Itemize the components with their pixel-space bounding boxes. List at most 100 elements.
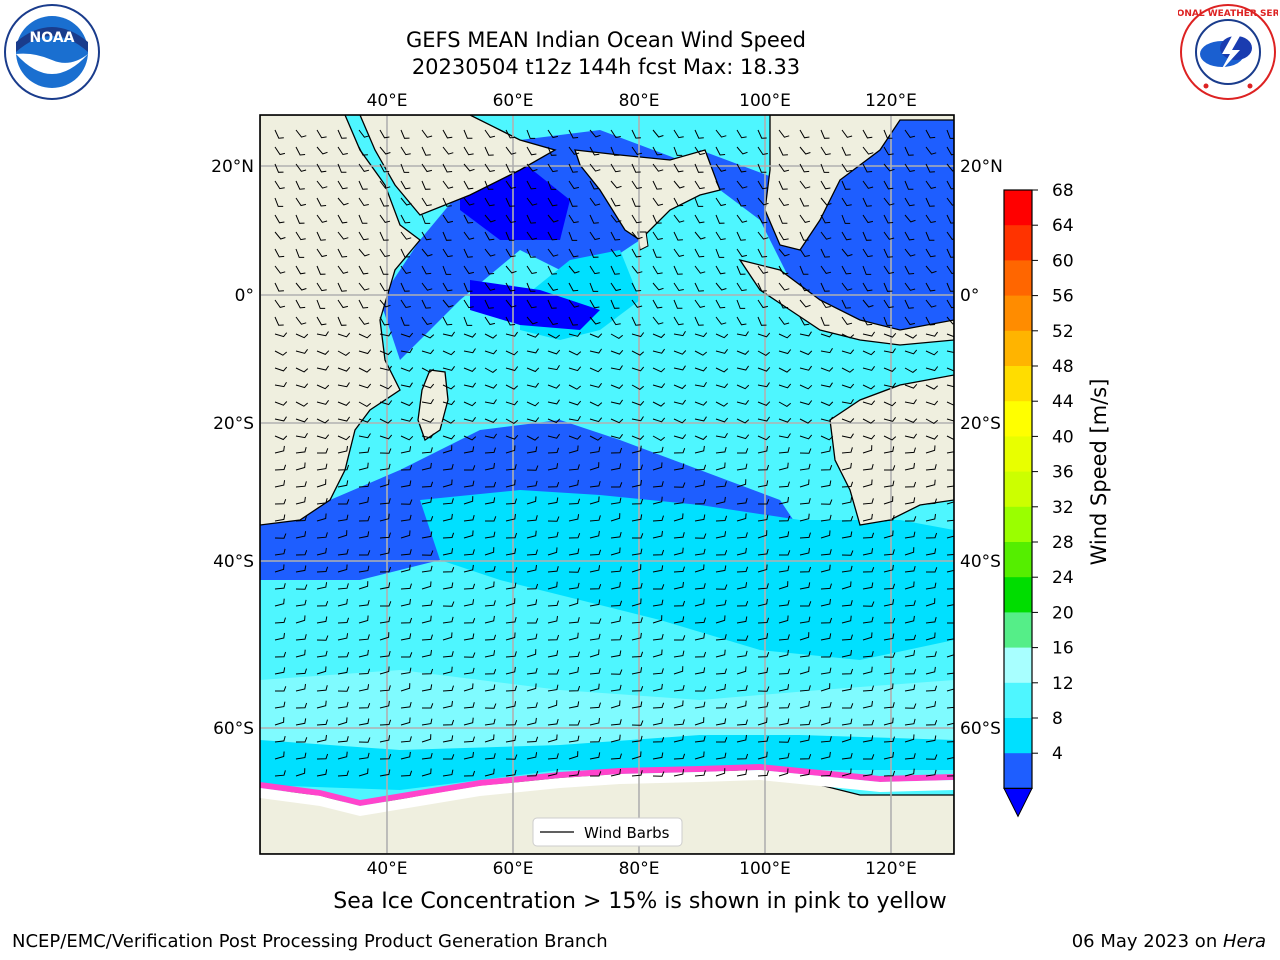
- wind-barb: [589, 717, 600, 726]
- wind-barb: [820, 214, 831, 224]
- wind-barb: [632, 533, 644, 539]
- wind-barb: [547, 581, 558, 590]
- wind-barb: [421, 399, 434, 405]
- wind-barb: [484, 447, 496, 454]
- wind-barb: [316, 601, 329, 607]
- wind-barb: [589, 496, 600, 505]
- wind-barb: [547, 634, 560, 641]
- wind-barb: [904, 531, 916, 539]
- wind-barb: [652, 146, 663, 156]
- wind-barb: [274, 248, 285, 258]
- wind-barb: [694, 464, 707, 471]
- wind-barb: [421, 718, 433, 726]
- wind-barb: [799, 282, 810, 292]
- wind-barb: [358, 383, 372, 389]
- wind-barb: [295, 584, 308, 590]
- wind-barb: [463, 564, 474, 573]
- wind-barb: [883, 583, 896, 590]
- wind-barb: [778, 316, 790, 325]
- wind-barb: [862, 265, 872, 275]
- wind-barb: [358, 282, 370, 291]
- wind-barb: [505, 598, 516, 607]
- wind-barb: [757, 435, 771, 441]
- wind-barb: [778, 248, 790, 257]
- wind-barb: [526, 583, 539, 590]
- wind-barb: [379, 700, 390, 709]
- wind-barb: [421, 531, 433, 539]
- wind-barb: [421, 299, 431, 309]
- wind-barb: [274, 533, 287, 539]
- wind-barb: [316, 231, 326, 241]
- wind-barb: [778, 163, 790, 172]
- wind-barb: [799, 129, 810, 139]
- wind-barb: [484, 265, 495, 275]
- wind-barb: [547, 399, 560, 405]
- wind-barb: [841, 718, 853, 726]
- wind-barb: [778, 417, 792, 423]
- wind-barb: [841, 734, 852, 743]
- footer-date-text: 06 May 2023 on: [1071, 931, 1223, 952]
- wind-barb: [295, 462, 306, 471]
- wind-barb: [862, 666, 873, 675]
- wind-barb: [757, 282, 767, 292]
- wind-barb: [904, 383, 918, 389]
- wind-barb: [337, 163, 347, 173]
- wind-barb: [715, 231, 726, 241]
- wind-barb: [295, 433, 308, 439]
- wind-barb: [715, 433, 728, 439]
- wind-barb: [526, 446, 538, 454]
- wind-barb: [820, 701, 832, 709]
- wind-barb: [883, 299, 894, 309]
- colorbar-segment: [1004, 190, 1032, 226]
- lat-tick-label: 0°: [235, 286, 254, 306]
- wind-barb: [527, 618, 539, 624]
- legend-box: [532, 817, 683, 847]
- wind-barb: [547, 180, 557, 190]
- wind-barb: [925, 616, 937, 624]
- wind-barb: [925, 231, 935, 241]
- wind-barb: [589, 401, 603, 407]
- wind-barb: [400, 332, 414, 338]
- wind-barb: [862, 479, 873, 488]
- wind-barb: [652, 367, 666, 373]
- wind-barb: [526, 717, 537, 726]
- wind-barb: [442, 265, 452, 275]
- wind-barb: [442, 180, 454, 189]
- wind-barb: [610, 231, 621, 241]
- wind-barb: [778, 565, 790, 573]
- wind-barb: [694, 146, 706, 156]
- wind-barb: [673, 650, 685, 658]
- wind-barb: [610, 384, 624, 389]
- wind-barb: [946, 384, 954, 388]
- wind-barb: [610, 650, 622, 658]
- wind-barb: [631, 180, 642, 190]
- wind-barb: [463, 417, 477, 422]
- wind-barb: [505, 180, 517, 189]
- wind-barb: [673, 163, 684, 173]
- wind-barb: [820, 617, 833, 624]
- wind-barb: [652, 633, 664, 641]
- wind-barb: [925, 720, 938, 726]
- wind-barb: [757, 265, 769, 274]
- wind-barb: [904, 248, 916, 257]
- wind-barb: [526, 530, 537, 539]
- colorbar-segment: [1004, 718, 1032, 754]
- wind-barb: [736, 601, 749, 607]
- wind-barb: [904, 399, 917, 405]
- wind-barb: [442, 316, 453, 326]
- colorbar-segment: [1004, 295, 1032, 332]
- wind-barb: [820, 332, 834, 338]
- wind-barb: [778, 752, 790, 760]
- wind-barb: [946, 214, 954, 224]
- wind-barb: [526, 163, 538, 172]
- wind-barb: [379, 282, 390, 292]
- wind-barb: [841, 248, 853, 257]
- colorbar-segment: [1004, 366, 1032, 402]
- wind-barb: [379, 214, 391, 223]
- wind-barb: [883, 717, 894, 726]
- wind-barb: [505, 548, 517, 556]
- wind-barb: [505, 331, 519, 337]
- wind-barb: [421, 668, 434, 675]
- wind-barb: [568, 445, 579, 454]
- wind-barb: [379, 650, 391, 658]
